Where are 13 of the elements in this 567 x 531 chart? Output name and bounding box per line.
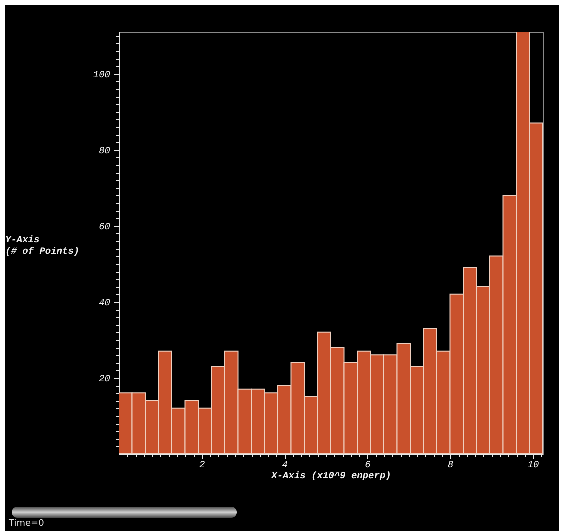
x-tick-label: 2 bbox=[199, 460, 206, 470]
y-tick-label: 20 bbox=[99, 373, 111, 384]
x-tick-label: 10 bbox=[528, 460, 540, 470]
text: Time=0 bbox=[9, 519, 44, 530]
x-tick-label: 6 bbox=[365, 460, 372, 470]
x-tick-label: 8 bbox=[448, 460, 454, 470]
y-tick-label: 60 bbox=[99, 221, 111, 232]
x-axis-title: X-Axis (x10^9 enperp) bbox=[270, 470, 392, 482]
y-axis-title: Y-Axis (# of Points) bbox=[6, 234, 80, 257]
y-tick-label: 40 bbox=[99, 297, 111, 308]
y-tick-label: 80 bbox=[99, 145, 111, 156]
x-tick-label: 4 bbox=[282, 460, 288, 470]
y-tick-label: 100 bbox=[93, 69, 111, 80]
